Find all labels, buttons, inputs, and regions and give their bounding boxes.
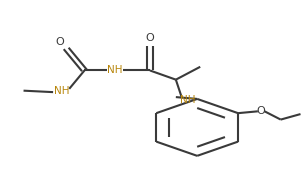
Text: NH: NH	[180, 95, 195, 105]
Text: NH: NH	[107, 65, 123, 75]
Text: O: O	[56, 37, 65, 47]
Text: O: O	[146, 33, 154, 43]
Text: NH: NH	[54, 86, 69, 96]
Text: O: O	[256, 106, 265, 116]
